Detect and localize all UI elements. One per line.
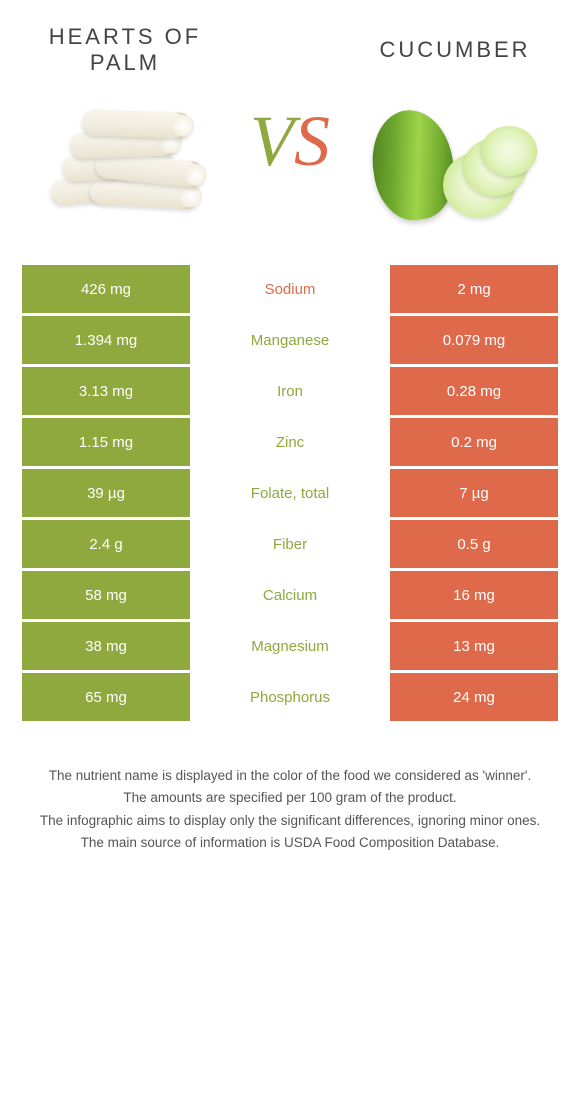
left-value-cell: 3.13 mg: [22, 367, 190, 415]
right-value-cell: 2 mg: [390, 265, 558, 313]
hearts-of-palm-image: [35, 95, 215, 235]
right-value-cell: 13 mg: [390, 622, 558, 670]
left-value-cell: 65 mg: [22, 673, 190, 721]
vs-letter-s: S: [294, 100, 330, 183]
left-food-column: HEARTS OF PALM: [30, 20, 220, 235]
nutrient-table: 426 mgSodium2 mg1.394 mgManganese0.079 m…: [22, 265, 558, 721]
nutrient-name-cell: Manganese: [190, 316, 390, 364]
nutrient-name-cell: Fiber: [190, 520, 390, 568]
footer-line: The main source of information is USDA F…: [20, 833, 560, 853]
right-food-title: CUCUMBER: [379, 20, 530, 80]
nutrient-name-cell: Phosphorus: [190, 673, 390, 721]
footer-line: The infographic aims to display only the…: [20, 811, 560, 831]
left-value-cell: 426 mg: [22, 265, 190, 313]
right-value-cell: 24 mg: [390, 673, 558, 721]
left-value-cell: 39 µg: [22, 469, 190, 517]
left-value-cell: 1.394 mg: [22, 316, 190, 364]
nutrient-name-cell: Folate, total: [190, 469, 390, 517]
nutrient-name-cell: Calcium: [190, 571, 390, 619]
left-value-cell: 38 mg: [22, 622, 190, 670]
vs-letter-v: V: [250, 100, 294, 183]
nutrient-name-cell: Magnesium: [190, 622, 390, 670]
nutrient-name-cell: Iron: [190, 367, 390, 415]
table-row: 1.394 mgManganese0.079 mg: [22, 316, 558, 364]
table-row: 39 µgFolate, total7 µg: [22, 469, 558, 517]
table-row: 426 mgSodium2 mg: [22, 265, 558, 313]
right-value-cell: 0.5 g: [390, 520, 558, 568]
footer-line: The amounts are specified per 100 gram o…: [20, 788, 560, 808]
table-row: 38 mgMagnesium13 mg: [22, 622, 558, 670]
right-value-cell: 0.079 mg: [390, 316, 558, 364]
nutrient-name-cell: Sodium: [190, 265, 390, 313]
right-value-cell: 7 µg: [390, 469, 558, 517]
cucumber-image: [365, 95, 545, 235]
right-value-cell: 0.28 mg: [390, 367, 558, 415]
left-food-title: HEARTS OF PALM: [49, 20, 202, 80]
left-value-cell: 1.15 mg: [22, 418, 190, 466]
vs-label: VS: [220, 20, 360, 183]
left-value-cell: 58 mg: [22, 571, 190, 619]
table-row: 2.4 gFiber0.5 g: [22, 520, 558, 568]
comparison-header: HEARTS OF PALM VS CUCUMBER: [0, 0, 580, 235]
footer-notes: The nutrient name is displayed in the co…: [20, 766, 560, 853]
right-food-column: CUCUMBER: [360, 20, 550, 235]
table-row: 3.13 mgIron0.28 mg: [22, 367, 558, 415]
nutrient-name-cell: Zinc: [190, 418, 390, 466]
table-row: 1.15 mgZinc0.2 mg: [22, 418, 558, 466]
right-value-cell: 0.2 mg: [390, 418, 558, 466]
right-value-cell: 16 mg: [390, 571, 558, 619]
left-value-cell: 2.4 g: [22, 520, 190, 568]
footer-line: The nutrient name is displayed in the co…: [20, 766, 560, 786]
table-row: 58 mgCalcium16 mg: [22, 571, 558, 619]
table-row: 65 mgPhosphorus24 mg: [22, 673, 558, 721]
